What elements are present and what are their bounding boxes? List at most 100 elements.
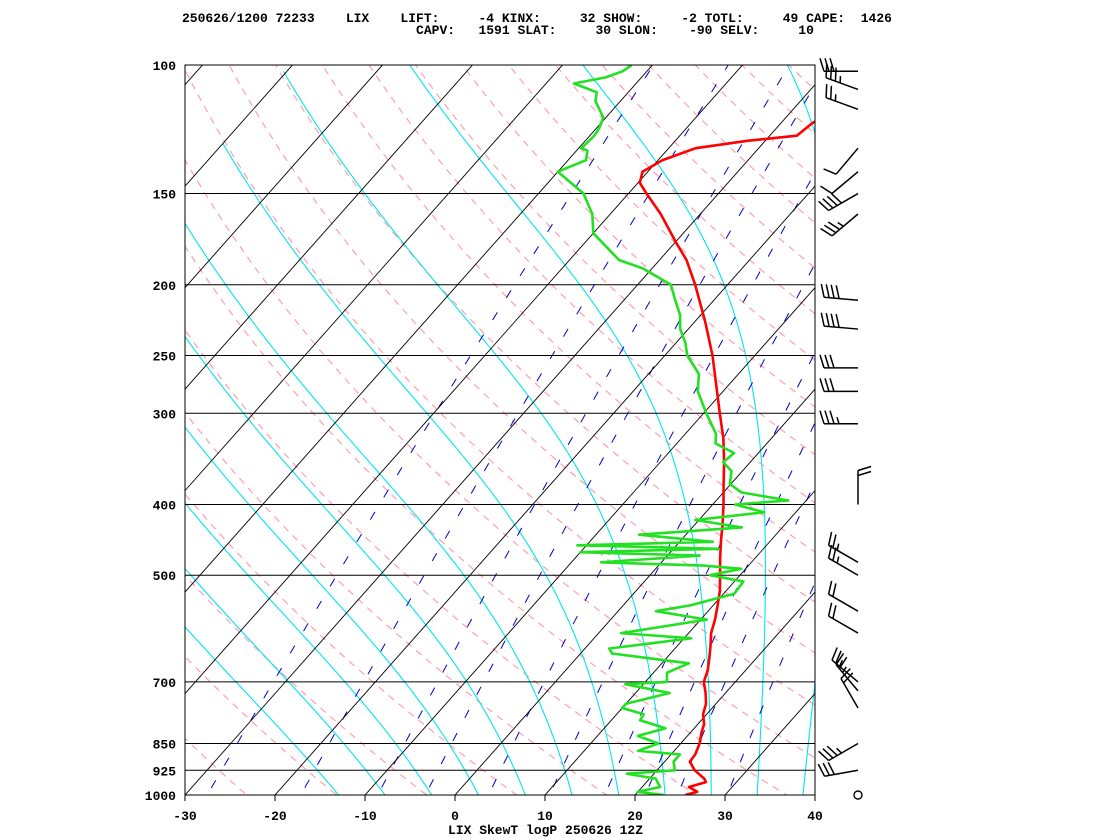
dry-adiabat <box>185 493 518 795</box>
moist-adiabat <box>582 65 766 795</box>
y-tick-label: 250 <box>153 349 177 364</box>
barb-feather <box>829 378 835 392</box>
barb-feather <box>819 354 825 369</box>
moist-adiabat <box>282 71 666 795</box>
isotherm <box>185 65 564 492</box>
barb-half-feather <box>836 416 840 424</box>
barb-half-feather <box>837 221 844 227</box>
barb-feather <box>825 84 828 98</box>
barb-half-feather <box>836 543 840 551</box>
isotherm <box>185 65 204 86</box>
dry-adiabat <box>741 65 815 135</box>
dry-adiabat <box>601 65 815 269</box>
barb-feather <box>830 313 835 328</box>
isotherm <box>0 32 142 811</box>
barb-feather <box>817 763 826 777</box>
barb-staff <box>825 96 859 111</box>
barb-staff <box>824 325 859 330</box>
isotherm <box>364 286 815 795</box>
dry-adiabat <box>818 49 1120 811</box>
y-tick-label: 850 <box>153 737 177 752</box>
y-tick-label: 200 <box>153 279 177 294</box>
barb-feather <box>822 198 834 209</box>
sounding-traces <box>556 65 815 795</box>
barb-feather <box>831 647 838 661</box>
barb-staff <box>835 147 859 175</box>
barb-feather <box>832 605 837 619</box>
wind-barb <box>825 84 859 111</box>
isotherm <box>454 388 815 795</box>
barb-feather <box>827 602 833 617</box>
dry-adiabat <box>185 245 788 795</box>
dry-adiabat <box>185 411 608 795</box>
y-tick-label: 400 <box>153 499 177 514</box>
wind-barb <box>857 465 872 505</box>
temperature-trace <box>638 120 815 795</box>
mixing-ratio-line <box>206 65 654 795</box>
wind-barb <box>823 147 859 175</box>
isobar-lines <box>185 64 815 796</box>
barb-feather <box>827 761 836 775</box>
barb-feather <box>823 168 837 175</box>
isotherm <box>891 32 1120 811</box>
wind-barb <box>818 742 859 762</box>
mixing-ratio-line <box>300 65 729 795</box>
barb-feather <box>829 58 835 72</box>
barb-feather <box>818 750 830 762</box>
header-line-2: CAPV: 1591 SLAT: 30 SLON: -90 SELV: 10 <box>182 23 814 38</box>
dry-adiabat <box>368 65 815 504</box>
isotherm <box>185 65 384 289</box>
barb-feather <box>819 58 825 72</box>
barb-staff <box>828 192 859 212</box>
isotherm <box>544 489 815 795</box>
dry-adiabat <box>185 655 338 795</box>
barb-feather <box>826 745 838 757</box>
dry-adiabat <box>185 574 428 795</box>
dry-adiabat <box>185 158 815 759</box>
moist-adiabat <box>185 222 573 795</box>
barb-feather <box>857 465 872 472</box>
barb-half-feather <box>838 659 843 667</box>
barb-feather <box>832 583 837 597</box>
barb-feather <box>820 283 825 298</box>
barb-feather <box>835 313 840 328</box>
dry-adiabat <box>321 65 815 553</box>
isotherm <box>274 185 815 795</box>
barb-feather <box>825 313 830 327</box>
barb-half-feather <box>836 556 840 564</box>
dry-adiabat <box>461 65 815 408</box>
barb-staff <box>824 769 859 777</box>
isotherm <box>0 32 52 811</box>
y-tick-label: 300 <box>153 407 177 422</box>
barb-feather <box>819 378 825 392</box>
mixing-ratio-line <box>604 351 815 795</box>
dry-adiabat <box>185 737 248 795</box>
dry-adiabat <box>787 65 815 91</box>
wind-barb <box>831 647 859 683</box>
wind-barb <box>819 58 859 73</box>
wind-barb <box>820 312 859 330</box>
wind-barb <box>820 283 859 301</box>
barb-feather <box>835 285 840 299</box>
barb-feather <box>830 284 835 299</box>
isotherm <box>185 84 815 795</box>
x-tick-label: 10 <box>537 809 553 824</box>
barb-staff <box>831 213 859 237</box>
mixing-ratio-line <box>644 421 815 795</box>
footer-label: LIX SkewT logP 250626 12Z <box>448 823 643 838</box>
x-axis-ticks: -30 -20 -10 0 10 20 30 40 <box>173 795 823 824</box>
barb-feather <box>834 67 837 82</box>
barb-staff <box>828 557 859 576</box>
moist-adiabat <box>185 567 386 795</box>
x-tick-label: 0 <box>451 809 459 824</box>
barb-feather <box>826 195 838 207</box>
moist-adiabat <box>786 65 815 795</box>
barb-feather <box>840 668 851 680</box>
wind-barb <box>827 531 859 563</box>
barb-feather <box>829 410 835 424</box>
plot-frame <box>184 64 816 796</box>
barb-staff <box>828 615 859 634</box>
barb-feather <box>827 580 833 595</box>
barb-half-feather <box>836 747 843 754</box>
